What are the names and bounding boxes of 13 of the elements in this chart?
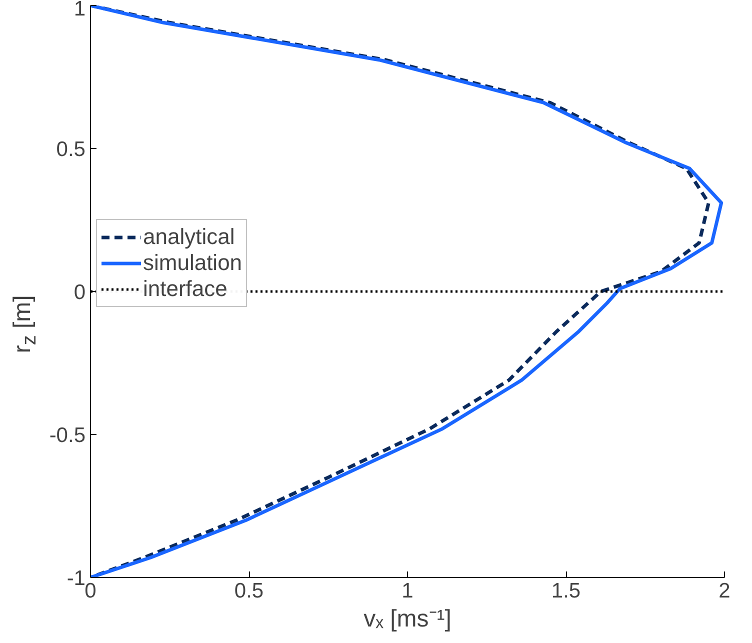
y-tick-label: 0 [74, 281, 86, 304]
y-tick-label: -1 [66, 567, 86, 590]
legend-label: analytical [143, 224, 235, 250]
x-tick-label: 1.5 [551, 580, 581, 602]
y-tick-label: 1 [74, 0, 86, 20]
y-tick-label: -0.5 [49, 424, 86, 447]
x-tick-label: 2 [718, 580, 730, 602]
x-tick-label: 1 [402, 580, 414, 602]
ref-line-label: interface [143, 276, 228, 302]
y-tick-label: 0.5 [56, 138, 86, 161]
legend-label: simulation [143, 250, 242, 276]
x-tick-label: 0.5 [234, 580, 264, 602]
x-axis-title: vₓ [ms⁻¹] [364, 606, 452, 632]
